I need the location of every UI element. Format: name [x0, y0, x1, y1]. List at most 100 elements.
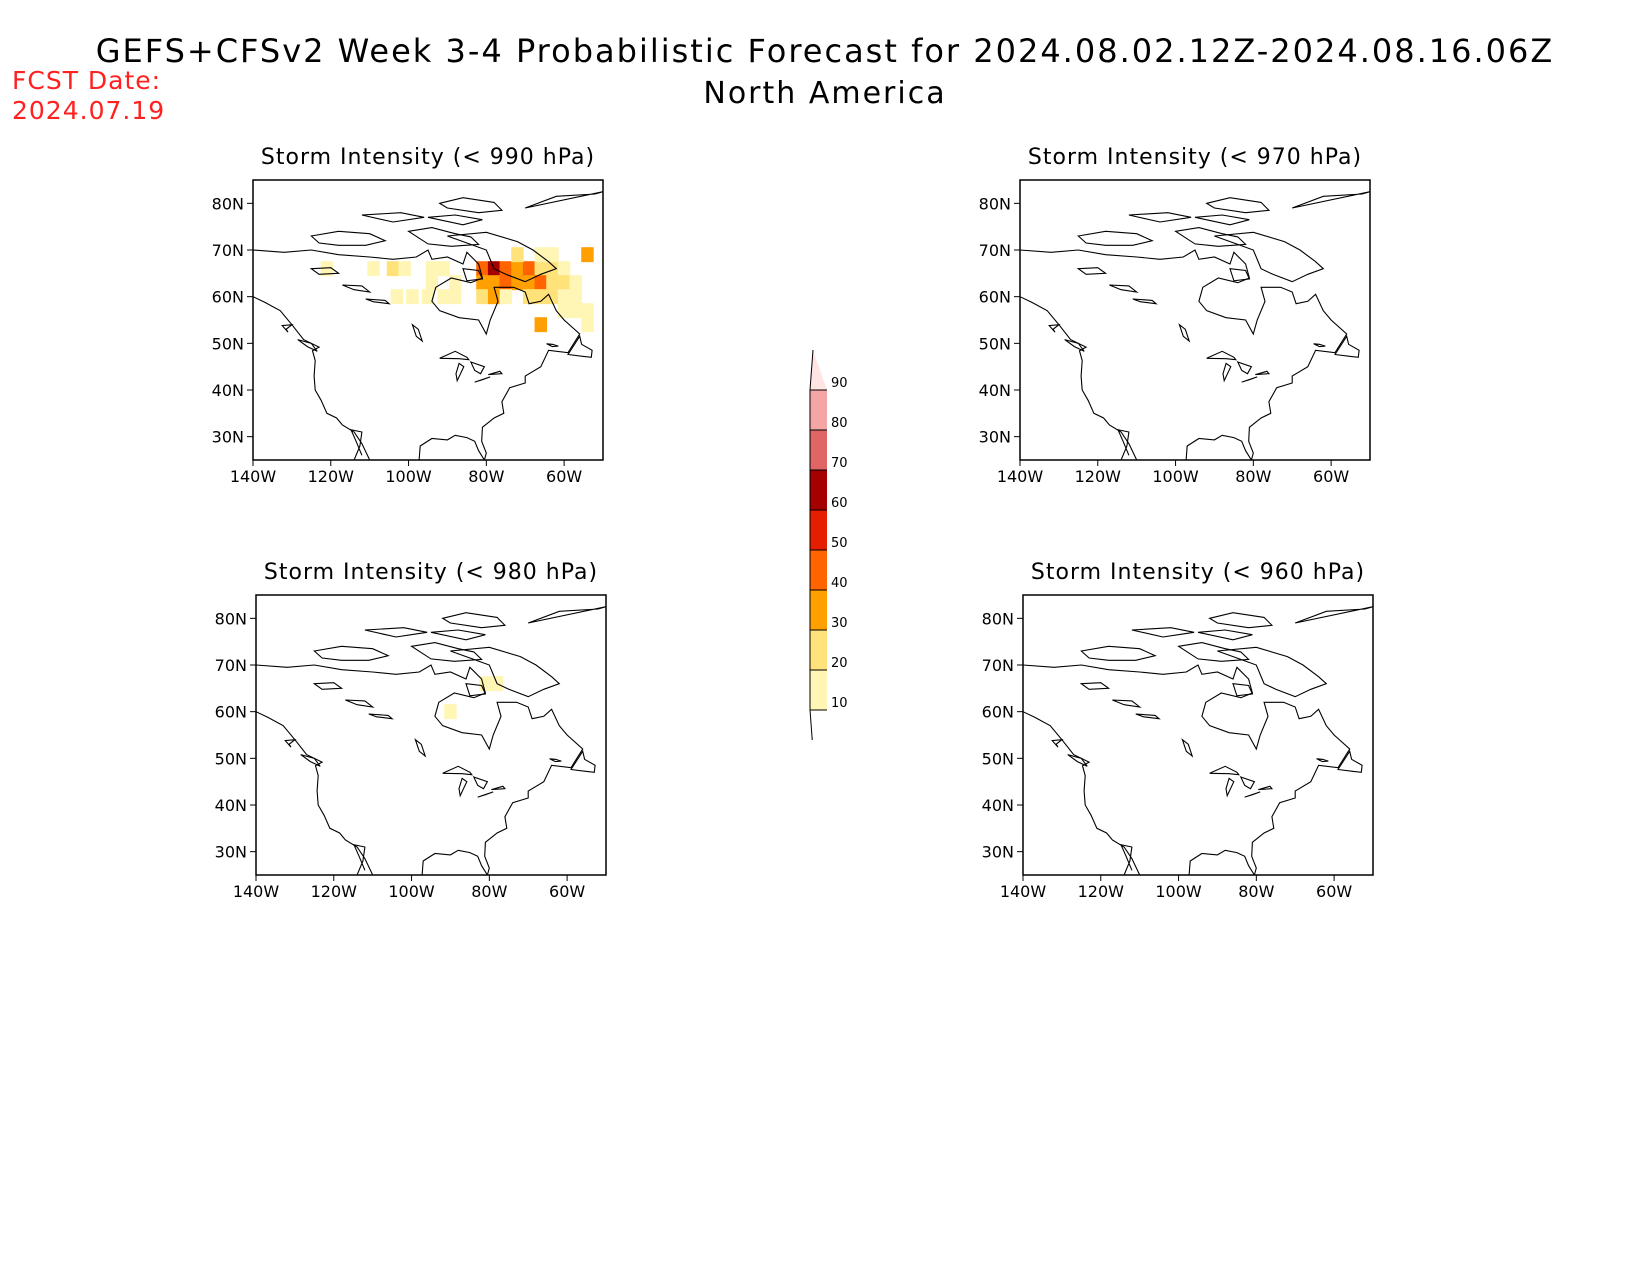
probability-cell [557, 289, 571, 305]
coastline [1048, 323, 1061, 333]
coastline [546, 343, 559, 348]
coastline [1313, 343, 1326, 348]
coastline [570, 749, 596, 773]
probability-cell [511, 261, 524, 277]
coastline [1292, 191, 1370, 209]
coastline [407, 227, 480, 247]
y-tick-label: 40N [982, 796, 1014, 815]
map-panel-990: Storm Intensity (< 990 hPa) 80N 70N 60N 50N 4… [205, 145, 645, 519]
coastline [1079, 682, 1111, 690]
panel-title: Storm Intensity (< 960 hPa) [1031, 560, 1365, 585]
coastline [1064, 339, 1085, 352]
coastline [1076, 267, 1108, 275]
probability-cell [546, 275, 559, 291]
map-panel-970: Storm Intensity (< 970 hPa) 80N 70N 60N 50N 4… [972, 145, 1412, 519]
coastline [567, 334, 593, 358]
y-tick-label: 70N [982, 656, 1014, 675]
y-tick-label: 50N [979, 334, 1011, 353]
colorbar-svg: 10 20 30 40 50 60 70 80 90 [809, 349, 848, 751]
coastline [361, 212, 425, 223]
map-frame [1019, 179, 1371, 461]
map-svg-960: Storm Intensity (< 960 hPa) 80N 70N 60N 50N 4… [982, 560, 1374, 901]
coastline [477, 791, 494, 798]
coastline [1020, 249, 1348, 460]
coastline [1120, 843, 1133, 875]
y-tick-label: 30N [979, 428, 1011, 447]
panel-title: Storm Intensity (< 970 hPa) [1028, 145, 1362, 170]
probability-cell [534, 275, 547, 291]
x-tick-label: 80W [468, 467, 504, 486]
coastline [447, 231, 558, 283]
coastline [1208, 612, 1274, 629]
probability-cell [569, 275, 582, 291]
probability-cell [511, 275, 524, 291]
coastline [1229, 268, 1251, 282]
colorbar-label: 30 [831, 616, 848, 631]
map-svg-970: Storm Intensity (< 970 hPa) 80N 70N 60N 50N 4… [979, 145, 1371, 486]
y-tick-label: 40N [979, 381, 1011, 400]
coastline [1132, 298, 1158, 305]
coastline [525, 191, 603, 209]
probability-cell [437, 261, 450, 277]
colorbar-edge [809, 709, 814, 751]
coastline [414, 738, 427, 758]
coastline [1236, 361, 1253, 375]
x-tick-label: 120W [308, 467, 355, 486]
coastline [1258, 785, 1274, 791]
y-tick-label: 30N [215, 843, 247, 862]
probability-cell [367, 261, 380, 277]
coastline [1222, 362, 1232, 383]
y-tick-label: 60N [979, 288, 1011, 307]
coastline [472, 776, 489, 790]
probability-cell [546, 247, 559, 263]
coastline [281, 323, 294, 333]
probability-cell [398, 261, 411, 277]
probability-cell [581, 317, 594, 333]
coastline [310, 230, 387, 246]
colorbar-label: 70 [831, 456, 848, 471]
coastline [1023, 711, 1141, 875]
colorbar-swatch [810, 390, 827, 430]
coastline [1178, 323, 1191, 343]
y-tick-label: 80N [979, 194, 1011, 213]
probability-cell [425, 261, 439, 277]
coastline [350, 428, 363, 460]
y-tick-label: 60N [212, 288, 244, 307]
y-tick-label: 50N [215, 749, 247, 768]
coastline [1295, 606, 1373, 624]
coastline [1205, 197, 1271, 214]
probability-cell [449, 275, 462, 291]
y-tick-label: 60N [982, 703, 1014, 722]
panel-title: Storm Intensity (< 980 hPa) [264, 560, 598, 585]
y-tick-label: 30N [982, 843, 1014, 862]
coastline [439, 350, 471, 361]
coastline [442, 765, 474, 776]
coastline [1128, 212, 1192, 223]
coastline [1109, 284, 1139, 293]
coastline [465, 683, 487, 697]
probability-cell [320, 261, 334, 277]
panel-title: Storm Intensity (< 990 hPa) [261, 145, 595, 170]
coastline [256, 664, 584, 875]
y-tick-label: 40N [212, 381, 244, 400]
probability-cell [569, 303, 582, 319]
probability-cell [437, 289, 450, 305]
coastline [1020, 296, 1138, 460]
coastline [427, 214, 483, 226]
probability-cell [449, 289, 462, 305]
x-tick-label: 60W [549, 882, 585, 901]
colorbar-swatch [810, 670, 827, 710]
y-tick-label: 50N [212, 334, 244, 353]
x-tick-label: 100W [388, 882, 435, 901]
y-tick-label: 30N [212, 428, 244, 447]
coastline [450, 646, 561, 698]
y-tick-label: 80N [982, 609, 1014, 628]
coastline [256, 711, 374, 875]
coastline [1181, 738, 1194, 758]
coastline [438, 197, 504, 214]
map-frame [1022, 594, 1374, 876]
probability-cell [425, 275, 439, 291]
coastline [1077, 230, 1154, 246]
y-tick-label: 50N [982, 749, 1014, 768]
coastline [1241, 376, 1258, 383]
